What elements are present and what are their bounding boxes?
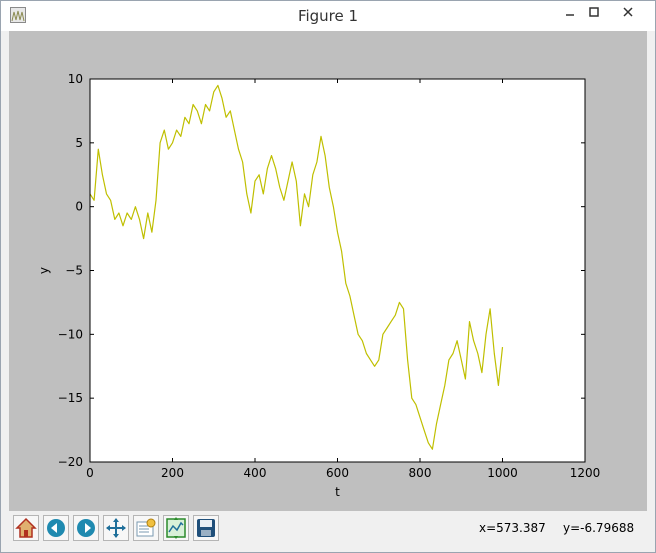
minimize-icon <box>566 14 574 16</box>
save-icon <box>197 519 215 537</box>
save-button[interactable] <box>193 515 219 541</box>
line-chart[interactable]: 0 200 400 600 800 1000 1200 −20 −15 −10 −5 0 5 10 t y <box>9 31 647 511</box>
y-tick-label: −20 <box>58 455 83 469</box>
zoom-icon <box>136 518 156 537</box>
y-tick-label: 0 <box>75 200 83 214</box>
title-bar[interactable]: Figure 1 <box>1 1 655 31</box>
x-tick-label: 800 <box>409 466 432 480</box>
close-icon <box>623 7 633 17</box>
pan-icon <box>106 518 126 538</box>
back-icon <box>47 519 65 537</box>
subplots-icon <box>166 517 186 539</box>
forward-button[interactable] <box>73 515 99 541</box>
y-coordinate-readout: y=-6.79688 <box>563 521 635 535</box>
back-button[interactable] <box>43 515 69 541</box>
navigation-toolbar: x=573.387 y=-6.79688 <box>9 511 647 547</box>
plot-area <box>90 79 585 462</box>
waveform-icon <box>11 10 25 22</box>
pan-button[interactable] <box>103 515 129 541</box>
home-icon <box>15 517 37 538</box>
close-button[interactable] <box>613 1 643 23</box>
x-axis-label: t <box>335 485 340 499</box>
x-coordinate-readout: x=573.387 <box>479 521 546 535</box>
minimize-button[interactable] <box>555 1 585 23</box>
maximize-button[interactable] <box>579 1 609 23</box>
zoom-button[interactable] <box>133 515 159 541</box>
x-tick-label: 600 <box>326 466 349 480</box>
forward-icon <box>77 519 95 537</box>
x-tick-label: 400 <box>244 466 267 480</box>
x-tick-label: 0 <box>86 466 94 480</box>
x-tick-label: 200 <box>161 466 184 480</box>
maximize-icon <box>589 7 599 17</box>
y-tick-label: −10 <box>58 327 83 341</box>
home-button[interactable] <box>13 515 39 541</box>
y-tick-label: 5 <box>75 136 83 150</box>
series-line-0 <box>89 84 504 450</box>
figure-canvas[interactable]: 0 200 400 600 800 1000 1200 −20 −15 −10 −5 0 5 10 t y <box>9 31 647 511</box>
x-tick-label: 1200 <box>570 466 601 480</box>
window-title: Figure 1 <box>297 7 359 25</box>
y-axis-label: y <box>37 267 51 274</box>
y-tick-label: −15 <box>58 391 83 405</box>
y-tick-label: −5 <box>65 264 83 278</box>
x-tick-label: 1000 <box>487 466 518 480</box>
subplots-button[interactable] <box>163 515 189 541</box>
app-icon <box>10 7 26 23</box>
y-tick-label: 10 <box>68 72 83 86</box>
